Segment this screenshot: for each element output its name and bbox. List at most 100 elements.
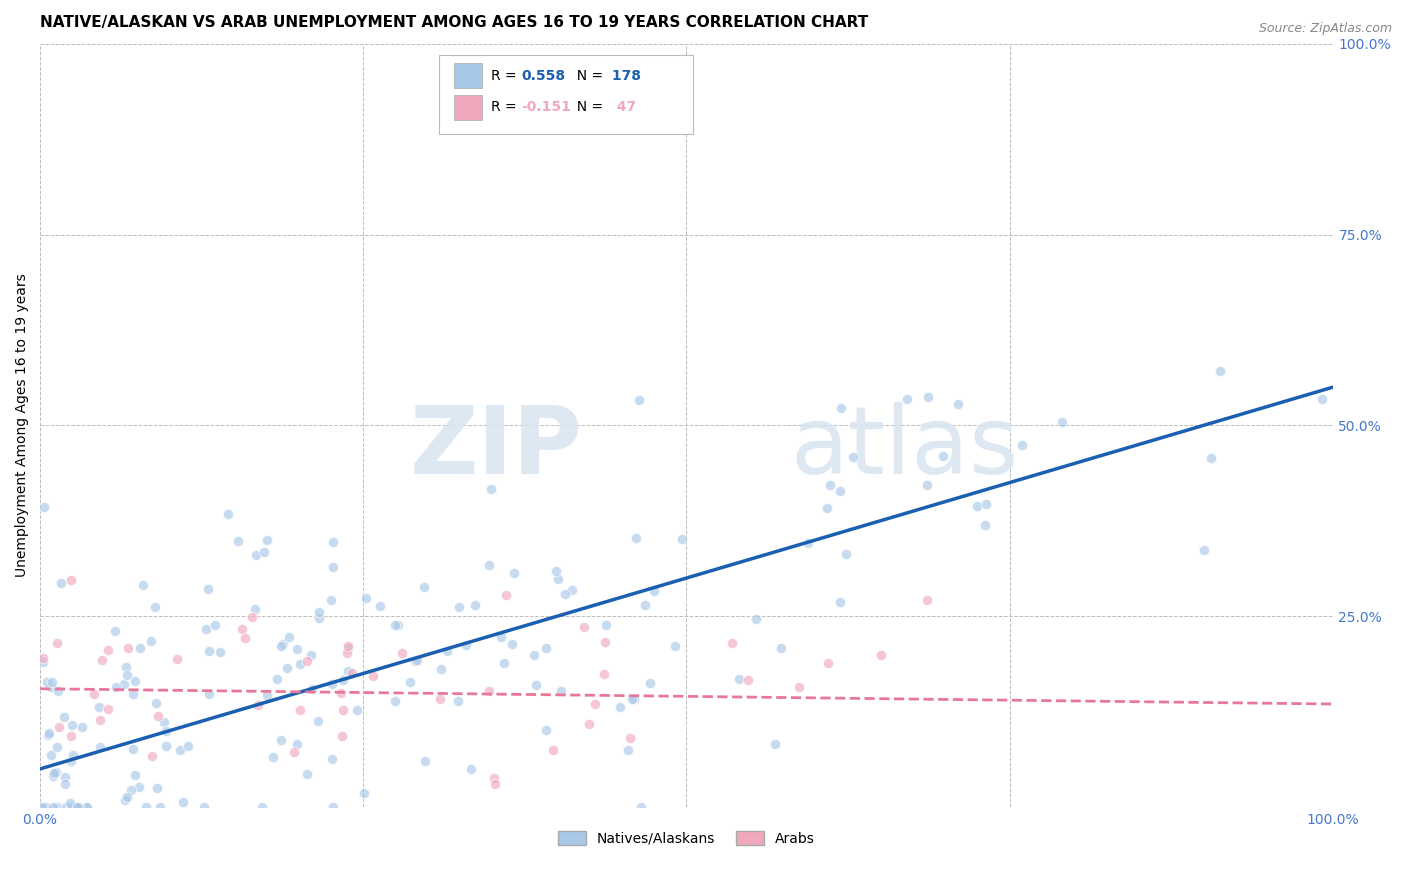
Point [828,484,851,499]
Point [75,800,97,814]
Point [115,790,138,805]
Point [789,680,811,694]
Point [32,651,55,665]
Point [66,800,89,814]
Point [104,681,127,695]
Point [634,599,657,613]
Point [76,800,98,814]
Point [208,645,231,659]
Point [354,591,377,606]
Text: R =: R = [491,100,520,114]
Point [155,723,177,738]
Point [66,800,89,814]
Legend: Natives/Alaskans, Arabs: Natives/Alaskans, Arabs [558,831,815,846]
Point [262,750,284,764]
Point [1310,392,1333,406]
Point [460,762,482,776]
Point [817,656,839,670]
Point [231,623,253,637]
Point [124,768,146,782]
Point [321,752,343,766]
Point [266,672,288,686]
Point [308,605,330,619]
Point [218,507,240,521]
Point [353,786,375,800]
Point [65,800,87,814]
Point [132,578,155,592]
Point [572,619,595,633]
Point [621,692,644,706]
Point [32,655,55,669]
Point [53,776,76,790]
Point [41,674,63,689]
Point [503,566,526,580]
Point [398,674,420,689]
Point [141,748,163,763]
Point [609,700,631,714]
Point [561,582,583,597]
Point [429,692,451,706]
Point [271,637,294,651]
Point [628,393,651,408]
Point [166,652,188,666]
Point [45,740,67,755]
Point [115,668,138,682]
Point [228,534,250,549]
Point [39,680,62,694]
Point [830,401,852,415]
Point [917,390,939,404]
Point [828,595,851,609]
Point [337,639,360,653]
Point [39,747,62,762]
Point [198,644,221,658]
Text: N =: N = [568,69,607,83]
Point [60,718,83,732]
Point [32,500,55,514]
Point [321,676,343,690]
Point [299,648,322,663]
Point [1209,364,1232,378]
Point [270,639,292,653]
Point [124,673,146,688]
Point [67,800,90,814]
Point [153,714,176,729]
Point [103,624,125,638]
Point [492,657,515,671]
Point [277,630,299,644]
Point [1011,438,1033,452]
Point [643,584,665,599]
Point [256,533,278,548]
Point [384,694,406,708]
Point [83,687,105,701]
Point [932,449,955,463]
Point [413,580,436,594]
Point [495,588,517,602]
Point [524,678,547,692]
Point [60,754,83,768]
Point [301,681,323,696]
Point [38,725,60,739]
Point [322,559,344,574]
Point [330,729,353,743]
Point [501,637,523,651]
Point [290,703,312,717]
Point [195,622,218,636]
Point [436,644,458,658]
Point [37,728,59,742]
Point [593,666,616,681]
Point [256,688,278,702]
Point [287,737,309,751]
Point [387,618,409,632]
Text: 178: 178 [607,69,641,83]
Point [329,686,352,700]
Point [250,800,273,814]
Point [89,739,111,754]
Point [623,691,645,706]
Point [391,646,413,660]
Point [346,703,368,717]
Point [404,654,426,668]
Point [34,800,56,814]
Point [336,646,359,660]
Point [630,800,652,814]
Point [37,674,59,689]
